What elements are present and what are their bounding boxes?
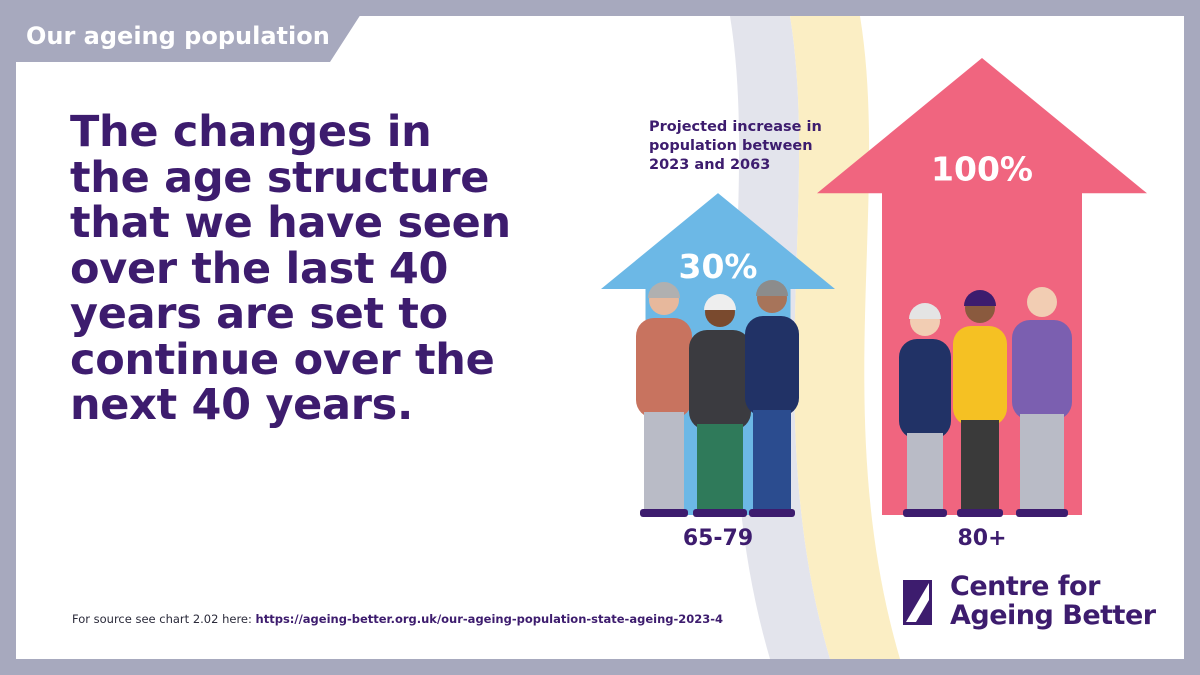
person-legs <box>697 424 743 515</box>
person-legs <box>907 433 943 515</box>
headline-line: continue over the <box>70 334 495 385</box>
person-feet <box>1016 509 1068 517</box>
headline-line: the age structure <box>70 152 490 203</box>
subtitle-line: 2023 and 2063 <box>649 157 771 173</box>
person-body <box>689 330 751 430</box>
subtitle-line: population between <box>649 138 813 154</box>
person-hair <box>648 282 680 298</box>
logo-line: Centre for <box>950 571 1100 602</box>
person-legs <box>644 412 684 515</box>
person-body <box>1012 320 1072 420</box>
source-text: For source see chart 2.02 here: <box>72 612 252 626</box>
person <box>953 290 1007 517</box>
person-body <box>636 318 692 418</box>
logo: Centre for Ageing Better <box>950 572 1156 630</box>
tag: Our ageing population <box>26 22 330 50</box>
source: For source see chart 2.02 here: https://… <box>72 612 723 626</box>
person <box>636 282 692 517</box>
person-feet <box>693 509 747 517</box>
person-body <box>745 316 799 416</box>
tag-background <box>0 0 370 62</box>
person-feet <box>749 509 795 517</box>
headline-line: that we have seen <box>70 198 511 248</box>
headline-line: The changes in <box>70 107 432 157</box>
person-hair <box>704 294 736 310</box>
person-legs <box>961 420 999 515</box>
person-feet <box>903 509 947 517</box>
category-label: 65-79 <box>683 526 753 551</box>
value-label: 30% <box>679 247 758 286</box>
headline: The changes in the age structure that we… <box>70 107 570 430</box>
person <box>689 294 751 517</box>
headline-line: over the last 40 <box>70 243 449 294</box>
headline-line: years are set to <box>70 289 448 339</box>
source-link[interactable]: https://ageing-better.org.uk/our-ageing-… <box>255 612 724 626</box>
person <box>745 280 799 517</box>
logo-mark-cut <box>906 583 929 622</box>
person-feet <box>640 509 688 517</box>
person <box>1012 287 1072 517</box>
person-legs <box>1020 414 1064 515</box>
category-label: 80+ <box>957 526 1006 551</box>
person-hair <box>909 303 941 319</box>
chart-subtitle: Projected increase in population between… <box>649 118 822 175</box>
person-body <box>953 326 1007 426</box>
value-label: 100% <box>931 150 1033 189</box>
person-hair <box>756 280 788 296</box>
people <box>636 280 1072 517</box>
person-hair <box>964 290 996 306</box>
person-feet <box>957 509 1003 517</box>
person <box>899 303 951 517</box>
person-head <box>1027 287 1057 317</box>
logo-line: Ageing Better <box>950 600 1156 631</box>
subtitle-line: Projected increase in <box>649 119 822 135</box>
person-body <box>899 339 951 439</box>
headline-line: next 40 years. <box>70 380 413 430</box>
person-legs <box>753 410 791 515</box>
decor-band <box>790 16 900 659</box>
